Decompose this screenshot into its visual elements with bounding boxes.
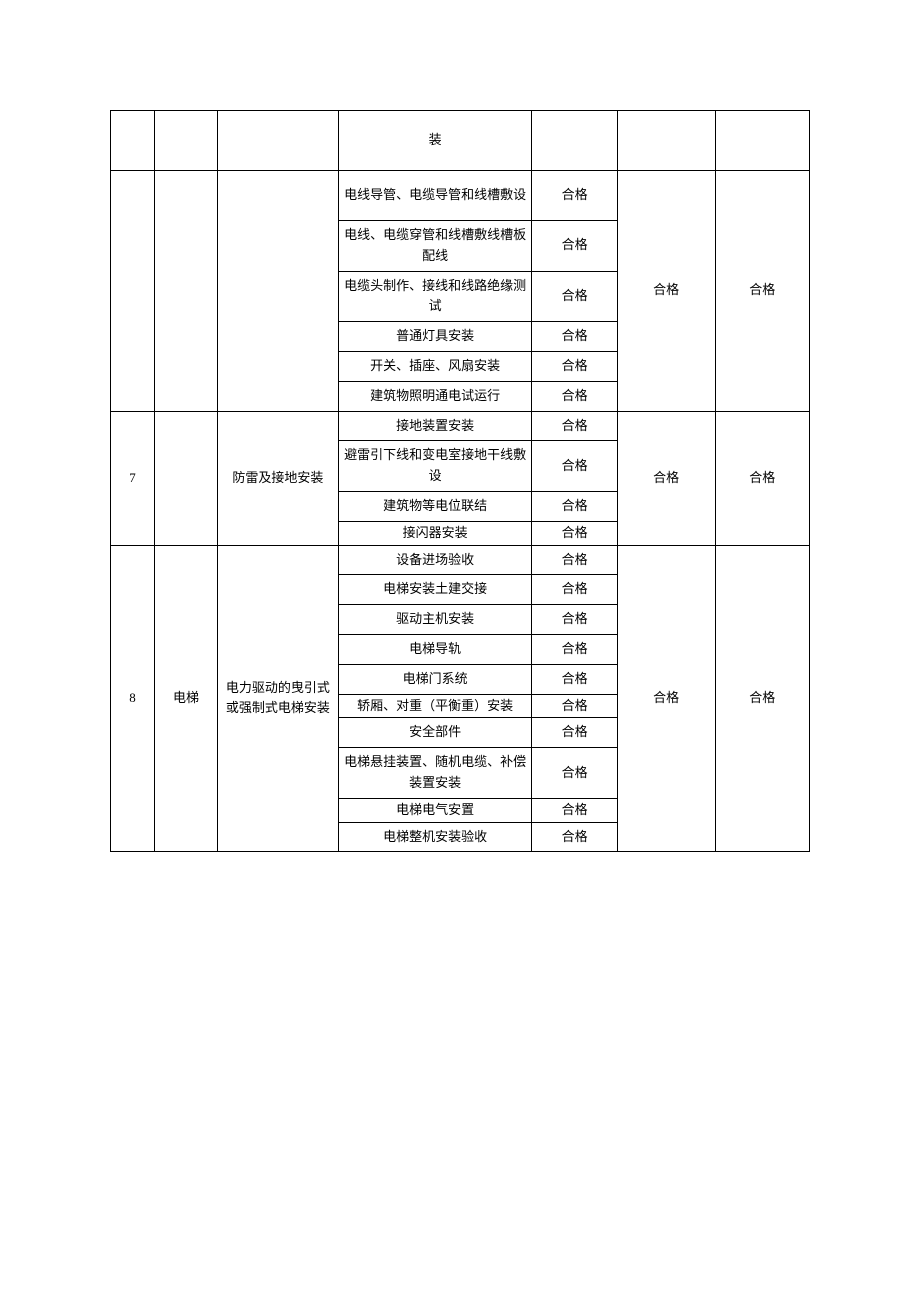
- table-row: 8 电梯 电力驱动的曳引式或强制式电梯安装 设备进场验收 合格 合格 合格: [111, 545, 810, 575]
- cell-group-result: 合格: [617, 545, 715, 852]
- cell-item: 电线导管、电缆导管和线槽敷设: [338, 171, 532, 221]
- cell-item: 电梯电气安置: [338, 798, 532, 822]
- cell-result: 合格: [532, 822, 617, 852]
- cell-overall-result: 合格: [715, 545, 809, 852]
- cell-category: 电梯: [155, 545, 218, 852]
- cell-item: 安全部件: [338, 718, 532, 748]
- cell-result: 合格: [532, 694, 617, 718]
- cell-item: 开关、插座、风扇安装: [338, 351, 532, 381]
- cell-item: 避雷引下线和变电室接地干线敷设: [338, 441, 532, 492]
- table-row: 7 防雷及接地安装 接地装置安装 合格 合格 合格: [111, 411, 810, 441]
- cell-category: [155, 171, 218, 412]
- cell-result: 合格: [532, 491, 617, 521]
- cell-item: 设备进场验收: [338, 545, 532, 575]
- cell-overall-result: 合格: [715, 411, 809, 545]
- inspection-table: 装 电线导管、电缆导管和线槽敷设 合格 合格 合格 电线、电缆穿管和线槽敷线槽板…: [110, 110, 810, 852]
- cell-item: 电梯导轨: [338, 634, 532, 664]
- cell-item: 接闪器安装: [338, 521, 532, 545]
- cell-item: 电梯整机安装验收: [338, 822, 532, 852]
- cell-group-result: 合格: [617, 171, 715, 412]
- cell-item: 电梯悬挂装置、随机电缆、补偿装置安装: [338, 748, 532, 799]
- cell-group-result: 合格: [617, 411, 715, 545]
- cell-result: 合格: [532, 171, 617, 221]
- cell-result: 合格: [532, 748, 617, 799]
- cell-index: [111, 111, 155, 171]
- cell-result: 合格: [532, 381, 617, 411]
- cell-result: 合格: [532, 351, 617, 381]
- cell-result: 合格: [532, 411, 617, 441]
- cell-item: 建筑物等电位联结: [338, 491, 532, 521]
- cell-index: 7: [111, 411, 155, 545]
- cell-item: 普通灯具安装: [338, 322, 532, 352]
- cell-result: 合格: [532, 521, 617, 545]
- cell-subcategory: 电力驱动的曳引式或强制式电梯安装: [217, 545, 338, 852]
- cell-item: 电线、电缆穿管和线槽敷线槽板配线: [338, 221, 532, 272]
- page-container: 装 电线导管、电缆导管和线槽敷设 合格 合格 合格 电线、电缆穿管和线槽敷线槽板…: [0, 0, 920, 852]
- cell-index: 8: [111, 545, 155, 852]
- cell-item: 电缆头制作、接线和线路绝缘测试: [338, 271, 532, 322]
- cell-result: 合格: [532, 798, 617, 822]
- cell-item: 电梯门系统: [338, 664, 532, 694]
- cell-subcategory: [217, 171, 338, 412]
- cell-item: 接地装置安装: [338, 411, 532, 441]
- cell-category: [155, 411, 218, 545]
- cell-result: 合格: [532, 605, 617, 635]
- cell-result: 合格: [532, 575, 617, 605]
- cell-subcategory: [217, 111, 338, 171]
- cell-result: 合格: [532, 545, 617, 575]
- cell-result: 合格: [532, 634, 617, 664]
- cell-result: 合格: [532, 221, 617, 272]
- cell-group-result: [617, 111, 715, 171]
- cell-result: 合格: [532, 664, 617, 694]
- cell-result: 合格: [532, 718, 617, 748]
- cell-category: [155, 111, 218, 171]
- cell-overall-result: 合格: [715, 171, 809, 412]
- cell-result: 合格: [532, 322, 617, 352]
- cell-item: 装: [338, 111, 532, 171]
- cell-overall-result: [715, 111, 809, 171]
- cell-item: 驱动主机安装: [338, 605, 532, 635]
- cell-result: [532, 111, 617, 171]
- cell-item: 电梯安装土建交接: [338, 575, 532, 605]
- cell-item: 建筑物照明通电试运行: [338, 381, 532, 411]
- cell-result: 合格: [532, 441, 617, 492]
- table-row: 装: [111, 111, 810, 171]
- cell-item: 轿厢、对重（平衡重）安装: [338, 694, 532, 718]
- cell-result: 合格: [532, 271, 617, 322]
- cell-subcategory: 防雷及接地安装: [217, 411, 338, 545]
- cell-index: [111, 171, 155, 412]
- table-row: 电线导管、电缆导管和线槽敷设 合格 合格 合格: [111, 171, 810, 221]
